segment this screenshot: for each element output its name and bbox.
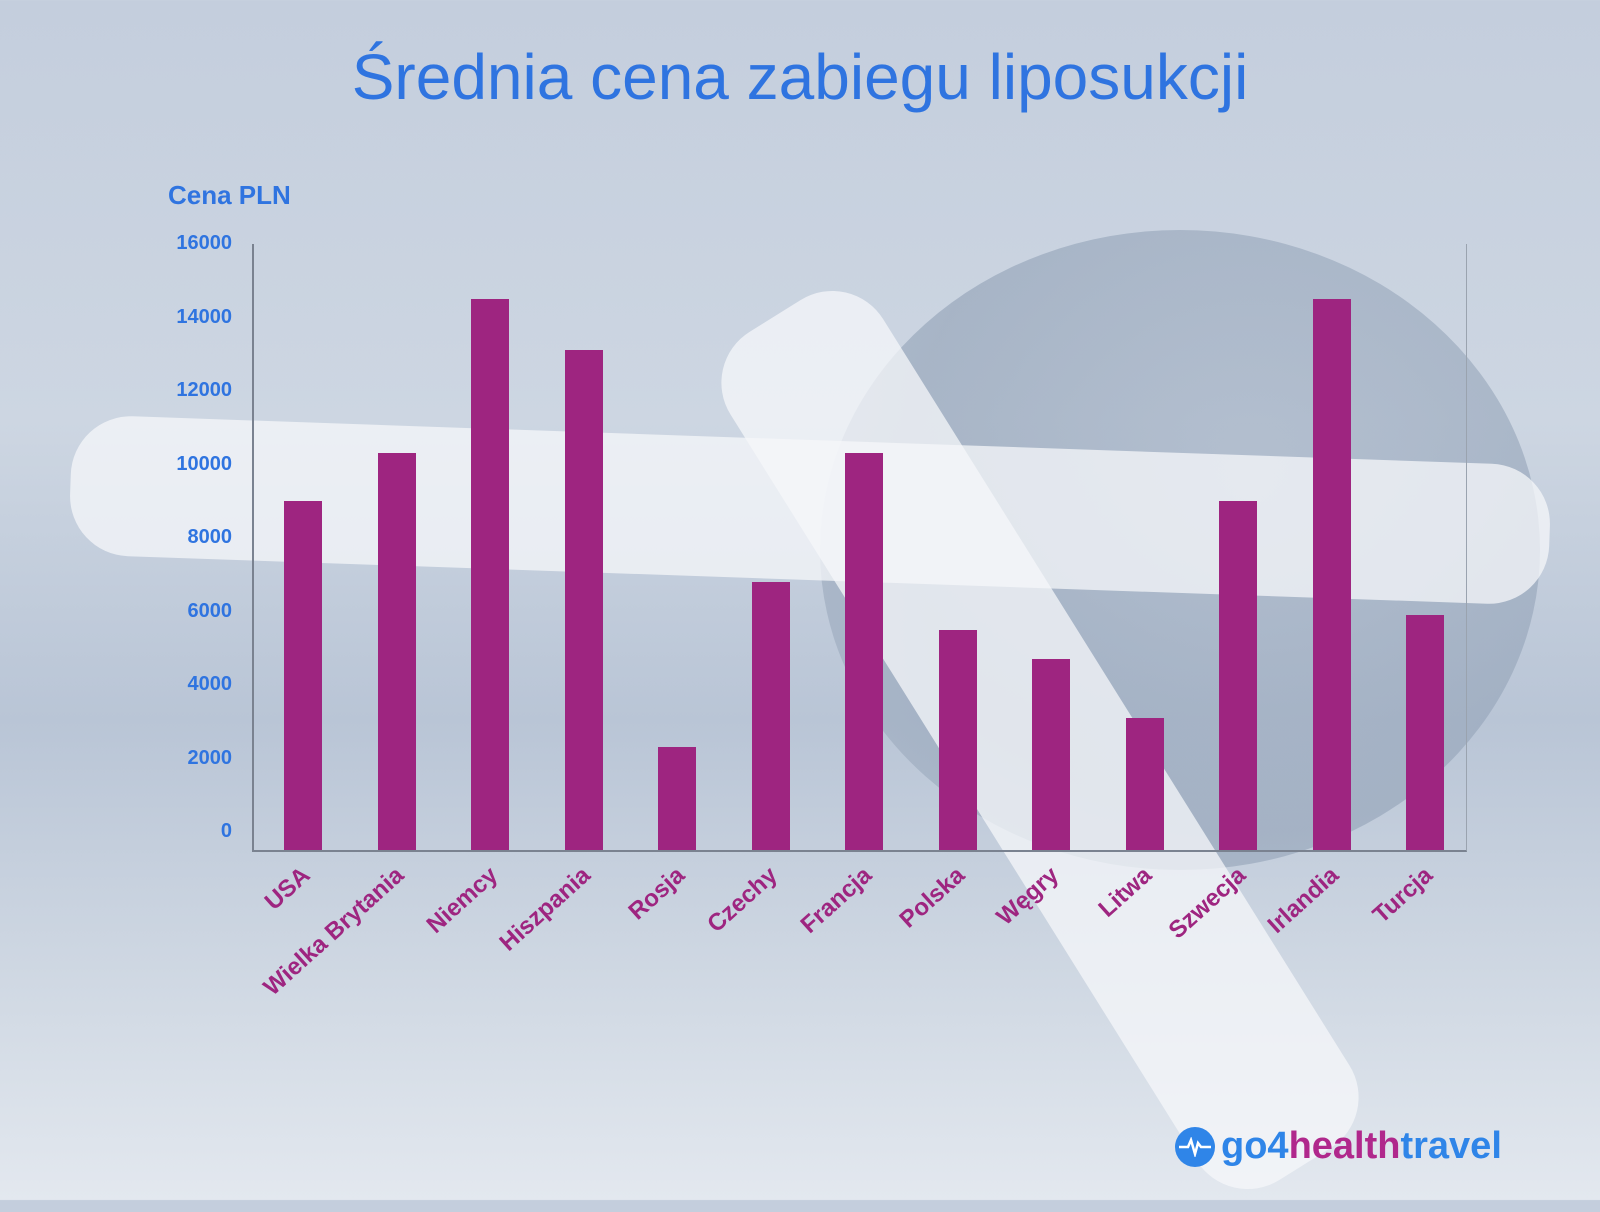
bar-usa (284, 500, 322, 850)
logo-text-travel: travel (1400, 1125, 1502, 1167)
bar-hiszpania (564, 350, 603, 850)
y-tick-label: 10000 (176, 452, 232, 475)
bar-litwa (1125, 717, 1164, 850)
x-category-label: Hiszpania (494, 861, 597, 957)
x-category-label: Czechy (702, 861, 784, 938)
x-category-label: Rosja (623, 861, 690, 926)
x-category-label: Irlandia (1262, 861, 1345, 939)
x-category-label: USA (259, 861, 316, 916)
bar-turcja (1406, 614, 1444, 850)
y-axis-label: Cena PLN (168, 180, 291, 210)
x-category-label: Francja (795, 861, 877, 939)
y-tick-label: 4000 (187, 673, 233, 695)
bar-węgry (1032, 658, 1070, 850)
x-category-label: Polska (894, 861, 971, 934)
bar-czechy (751, 581, 790, 850)
logo-text-go4: go4 (1221, 1125, 1289, 1167)
logo-text-health: health (1288, 1125, 1401, 1167)
y-tick-label: 16000 (176, 232, 232, 254)
y-tick-label: 2000 (187, 746, 233, 769)
y-tick-label: 0 (220, 820, 232, 842)
bar-niemcy (471, 298, 509, 850)
y-tick-label: 12000 (176, 379, 232, 401)
brand-logo: go4 health travel (1175, 1125, 1502, 1168)
bar-polska (938, 629, 977, 850)
heartbeat-icon (1175, 1126, 1215, 1167)
bar-irlandia (1312, 298, 1351, 850)
bar-francja (845, 453, 883, 850)
bar-szwecja (1219, 500, 1257, 850)
chart-title: Średnia cena zabiegu liposukcji (351, 41, 1249, 113)
plot-area (252, 244, 1467, 852)
bar-rosja (658, 747, 696, 850)
bar-wielka-brytania (377, 453, 416, 850)
x-category-label: Niemcy (421, 861, 503, 939)
x-category-label: Turcja (1367, 861, 1438, 929)
y-tick-label: 8000 (187, 526, 233, 548)
y-tick-label: 14000 (176, 305, 232, 328)
y-tick-label: 6000 (187, 599, 233, 622)
